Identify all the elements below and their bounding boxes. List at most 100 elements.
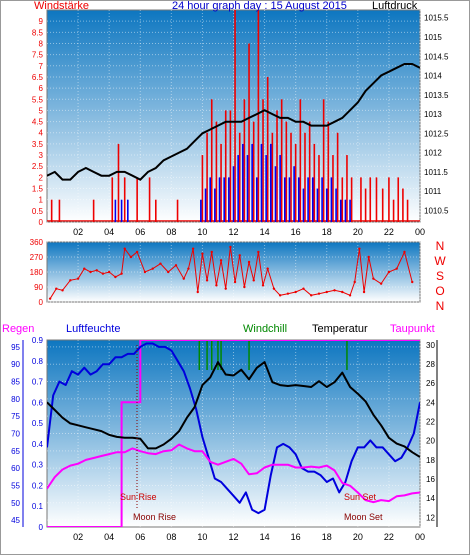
x-tick-label: 18 — [322, 227, 332, 237]
rain-tick-label: 0.6 — [32, 398, 44, 407]
direction-point — [182, 277, 185, 280]
direction-point — [120, 272, 123, 275]
wind-tick-label: 5.5 — [32, 95, 44, 104]
direction-point — [107, 270, 111, 274]
direction-point — [101, 272, 105, 275]
wind-tick-label: 8 — [39, 39, 44, 48]
direction-point — [76, 277, 80, 280]
direction-point — [83, 267, 86, 270]
direction-point — [379, 282, 383, 285]
temperature-tick-label: 22 — [426, 418, 435, 427]
humidity-tick-label: 45 — [11, 516, 20, 525]
temp-grid — [47, 340, 421, 527]
x-tick-label: 18 — [322, 532, 332, 542]
wind-tick-label: 9 — [39, 17, 44, 26]
x-tick-label: 04 — [104, 532, 114, 542]
sun-moon-annotations: Sun Rise Moon Rise Sun Set Moon Set — [120, 345, 383, 522]
direction-point — [114, 275, 117, 279]
direction-point — [196, 290, 199, 294]
humidity-line — [47, 342, 420, 515]
humidity-tick-label: 85 — [11, 378, 20, 387]
direction-point — [48, 297, 52, 300]
x-tick-label: 22 — [384, 532, 394, 542]
compass-label: N — [436, 299, 445, 313]
pressure-tick-label: 1011.5 — [424, 168, 448, 177]
rain-tick-label: 0.7 — [32, 378, 44, 387]
wind-tick-label: 3 — [39, 151, 44, 160]
wind-tick-label: 2.5 — [32, 162, 44, 171]
direction-point — [372, 277, 375, 280]
x-tick-label: 10 — [197, 532, 207, 542]
direction-marks — [48, 245, 414, 300]
wind-tick-label: 6 — [39, 84, 44, 93]
temp-axes: 02 04 06 08 10 12 14 16 18 20 22 00 45 50 55 60 65 70 75 80… — [11, 336, 438, 542]
direction-point — [341, 290, 344, 294]
direction-point — [257, 250, 260, 254]
wind-tick-label: 5 — [39, 106, 44, 115]
wind-marks — [47, 10, 420, 222]
direction-point — [224, 287, 227, 290]
pressure-tick-label: 1012.5 — [424, 129, 449, 138]
direction-point — [191, 247, 195, 250]
rain-tick-label: 0.4 — [32, 440, 44, 449]
direction-tick-label: 0 — [39, 298, 44, 307]
x-tick-label: 16 — [291, 532, 301, 542]
direction-point — [89, 270, 92, 274]
direction-point — [143, 270, 147, 274]
legend-temperatur: Temperatur — [312, 323, 368, 335]
pressure-tick-label: 1010.5 — [424, 206, 449, 215]
direction-line — [49, 246, 413, 299]
direction-point — [362, 290, 366, 294]
direction-point — [294, 290, 297, 294]
direction-point — [302, 287, 305, 290]
rain-tick-label: 0 — [39, 523, 44, 532]
legend-windchill: Windchill — [243, 323, 287, 335]
direction-point — [238, 254, 241, 257]
temperature-tick-label: 18 — [426, 456, 435, 465]
wind-pressure-panel: 02 04 06 08 10 12 14 16 18 20 22 0000.511.522.533.5… — [32, 0, 449, 237]
direction-point — [205, 279, 209, 282]
pressure-tick-label: 1012 — [424, 149, 442, 158]
dewpoint-line — [47, 443, 420, 504]
direction-point — [229, 245, 232, 249]
direction-point — [411, 280, 414, 284]
wind-label: Windstärke — [34, 0, 89, 12]
direction-tick-label: 180 — [30, 268, 44, 277]
wind-tick-label: 3.5 — [32, 140, 44, 149]
direction-point — [61, 289, 64, 292]
wind-tick-label: 1 — [39, 196, 44, 205]
direction-tick-label: 360 — [30, 238, 44, 247]
pressure-label: Luftdruck — [372, 0, 418, 12]
compass-label: W — [434, 254, 446, 268]
temperature-tick-label: 24 — [426, 398, 435, 407]
humidity-tick-label: 50 — [11, 499, 20, 508]
direction-point — [333, 289, 336, 292]
humidity-tick-label: 75 — [11, 412, 20, 421]
x-tick-label: 06 — [135, 227, 145, 237]
direction-point — [310, 294, 313, 297]
direction-point — [317, 292, 321, 295]
direction-point — [272, 287, 276, 290]
direction-point — [135, 250, 139, 254]
direction-point — [247, 260, 251, 264]
direction-point — [187, 267, 190, 270]
x-tick-label: 02 — [73, 532, 83, 542]
direction-point — [353, 280, 356, 284]
direction-point — [159, 262, 162, 265]
wind-tick-label: 7.5 — [32, 51, 44, 60]
rain-tick-label: 0.9 — [32, 336, 44, 345]
pressure-line — [47, 63, 420, 181]
legend-taupunkt: Taupunkt — [390, 323, 435, 335]
pressure-tick-label: 1013.5 — [424, 91, 449, 100]
direction-point — [219, 259, 223, 262]
humidity-tick-label: 70 — [11, 430, 20, 439]
direction-point — [174, 264, 178, 267]
legend-luftfeuchte: Luftfeuchte — [66, 323, 120, 335]
pressure-tick-label: 1014 — [424, 72, 442, 81]
direction-point — [55, 287, 58, 290]
direction-point — [129, 255, 133, 259]
rain-tick-label: 0.8 — [32, 357, 44, 366]
direction-point — [151, 267, 154, 270]
x-tick-label: 06 — [135, 532, 145, 542]
